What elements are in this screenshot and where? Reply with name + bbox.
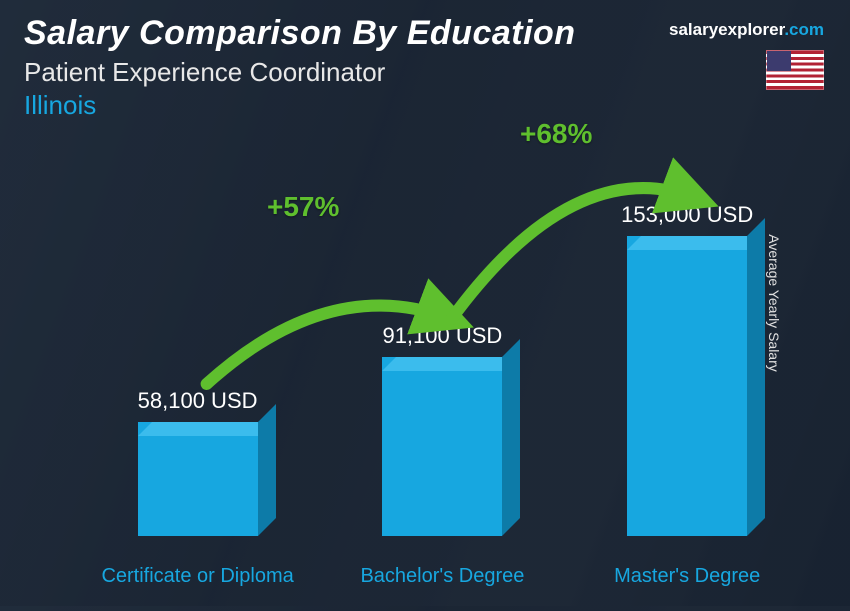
bar-value-label: 91,100 USD — [382, 323, 502, 349]
salary-bar-chart: 58,100 USDCertificate or Diploma 91,100 U… — [60, 150, 780, 536]
brand-name: salaryexplorer — [669, 20, 784, 39]
bar-value-label: 153,000 USD — [621, 202, 753, 228]
bar-category-label: Bachelor's Degree — [342, 565, 542, 588]
brand-logo: salaryexplorer.com — [669, 20, 824, 40]
bar-group: 58,100 USDCertificate or Diploma — [118, 388, 278, 536]
bar-group: 153,000 USDMaster's Degree — [607, 202, 767, 536]
location: Illinois — [24, 90, 826, 121]
increase-label: +57% — [267, 191, 339, 223]
bar-category-label: Master's Degree — [587, 565, 787, 588]
bar-value-label: 58,100 USD — [138, 388, 258, 414]
bar-group: 91,100 USDBachelor's Degree — [362, 323, 522, 536]
bar-category-label: Certificate or Diploma — [98, 565, 298, 588]
brand-suffix: .com — [784, 20, 824, 39]
bar — [138, 422, 258, 536]
flag-icon — [766, 50, 824, 90]
job-title: Patient Experience Coordinator — [24, 57, 826, 88]
increase-label: +68% — [520, 118, 592, 150]
bar — [627, 236, 747, 536]
bar — [382, 357, 502, 536]
